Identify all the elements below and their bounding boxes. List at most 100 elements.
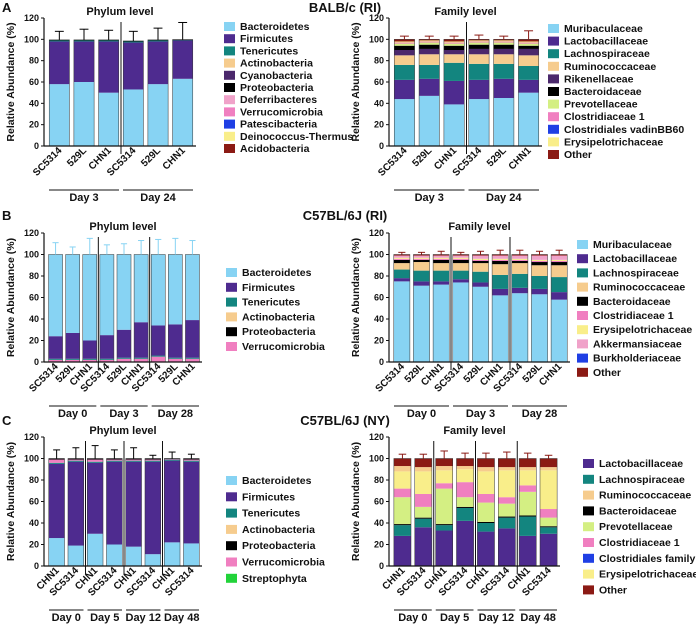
bar-segment — [87, 533, 104, 566]
bar-segment — [144, 459, 161, 461]
y-tick-label: 60 — [29, 77, 39, 87]
bar-segment — [419, 48, 440, 55]
bar-segment — [551, 292, 568, 300]
y-tick-label: 60 — [374, 77, 384, 87]
legend-swatch — [548, 150, 559, 159]
chart-title: Phylum level — [89, 425, 156, 437]
bar-segment — [468, 41, 490, 43]
category-label: 529L — [410, 145, 434, 169]
y-tick-label: 80 — [374, 271, 384, 281]
bar-segment — [98, 92, 119, 146]
bar-segment — [106, 461, 123, 545]
bar-segment — [443, 39, 465, 42]
y-tick-label: 40 — [374, 518, 384, 528]
bar-segment — [393, 258, 410, 260]
bar-segment — [443, 41, 465, 43]
y-tick-label: 0 — [379, 357, 384, 367]
legend-swatch — [226, 342, 237, 351]
bar-segment — [98, 41, 119, 93]
legend-label: Firmicutes — [240, 33, 293, 45]
bar-segment — [492, 259, 509, 261]
bar-segment — [414, 518, 432, 528]
bar-segment — [48, 336, 63, 359]
bar-segment — [468, 39, 490, 41]
bar-segment — [123, 40, 144, 42]
bar-segment — [498, 517, 516, 529]
legend-label: Erysipelotrichaceae — [593, 324, 692, 336]
y-tick-label: 80 — [29, 475, 39, 485]
bar-segment — [472, 255, 489, 259]
legend-label: Cyanobacteria — [240, 70, 313, 82]
bar-segment — [498, 503, 516, 517]
bar-segment — [168, 324, 183, 358]
legend-label: Clostridiales family XII — [599, 553, 696, 565]
bar-segment — [492, 255, 509, 259]
legend-label: Ruminococcaceae — [599, 490, 691, 502]
legend-swatch — [583, 522, 594, 532]
bar-segment — [168, 357, 183, 359]
bar-segment — [551, 254, 568, 256]
bar-segment — [518, 43, 539, 46]
bar-segment — [433, 263, 450, 271]
group-label: Day 3 — [109, 408, 138, 420]
bar-segment — [511, 287, 528, 294]
bar-segment — [519, 491, 537, 516]
bar-segment — [413, 270, 430, 282]
bar-segment — [540, 533, 558, 566]
legend-label: Erysipelotrichaceae — [599, 569, 696, 581]
y-tick-label: 20 — [374, 336, 384, 346]
chart-b-phylum: Phylum level 0 20 40 60 80 100 120 Relative Abun… — [5, 221, 325, 420]
category-label: CHN1 — [537, 361, 564, 388]
legend-swatch — [548, 36, 559, 46]
bar-segment — [413, 258, 430, 260]
bar-segment — [144, 461, 161, 555]
bar-segment — [48, 538, 65, 566]
y-tick-label: 0 — [379, 561, 384, 571]
bar-segment — [472, 259, 489, 261]
bar-segment — [419, 64, 440, 79]
bar-segment — [183, 459, 200, 461]
bar-segment — [433, 257, 450, 259]
legend-swatch — [548, 112, 559, 122]
y-tick-label: 120 — [24, 13, 39, 23]
legend-swatch — [226, 282, 237, 292]
legend-label: Tenericutes — [242, 297, 300, 309]
bar-segment — [531, 276, 548, 289]
bar-segment — [49, 41, 70, 85]
bar-segment — [519, 535, 537, 566]
bar-segment — [472, 258, 489, 260]
category-label: 529L — [139, 145, 163, 169]
bar-segment — [185, 357, 200, 359]
y-tick-label: 100 — [369, 250, 384, 260]
legend-label: Proteobacteria — [242, 540, 316, 552]
bar-segment — [151, 325, 166, 356]
legend-label: Firmicutes — [242, 491, 295, 503]
bar-segment — [531, 259, 548, 261]
bar-segment — [393, 259, 410, 264]
bar-segment — [456, 469, 474, 483]
y-tick-label: 20 — [374, 540, 384, 550]
legend-label: Bacteroidetes — [240, 21, 310, 33]
bar-segment — [65, 254, 80, 333]
bar-segment — [493, 44, 514, 49]
bar-segment — [493, 40, 514, 42]
bar-segment — [518, 48, 539, 56]
bar-segment — [49, 84, 70, 146]
bar-segment — [419, 41, 440, 43]
bar-segment — [456, 497, 474, 507]
bar-segment — [48, 254, 63, 337]
bar-segment — [498, 458, 516, 468]
bar-segment — [456, 520, 474, 566]
legend-label: Ruminococcaceae — [593, 282, 685, 294]
bar-segment — [433, 281, 450, 285]
bar-segment — [493, 42, 514, 45]
bar-segment — [134, 358, 149, 362]
y-tick-label: 80 — [29, 56, 39, 66]
bar-segment — [493, 54, 514, 64]
panel-letter-a: A — [2, 0, 12, 15]
bar-segment — [134, 254, 149, 323]
bar-segment — [531, 294, 548, 362]
bar-segment — [477, 467, 495, 472]
chart-title: Family level — [434, 6, 496, 18]
legend-swatch — [226, 508, 237, 518]
